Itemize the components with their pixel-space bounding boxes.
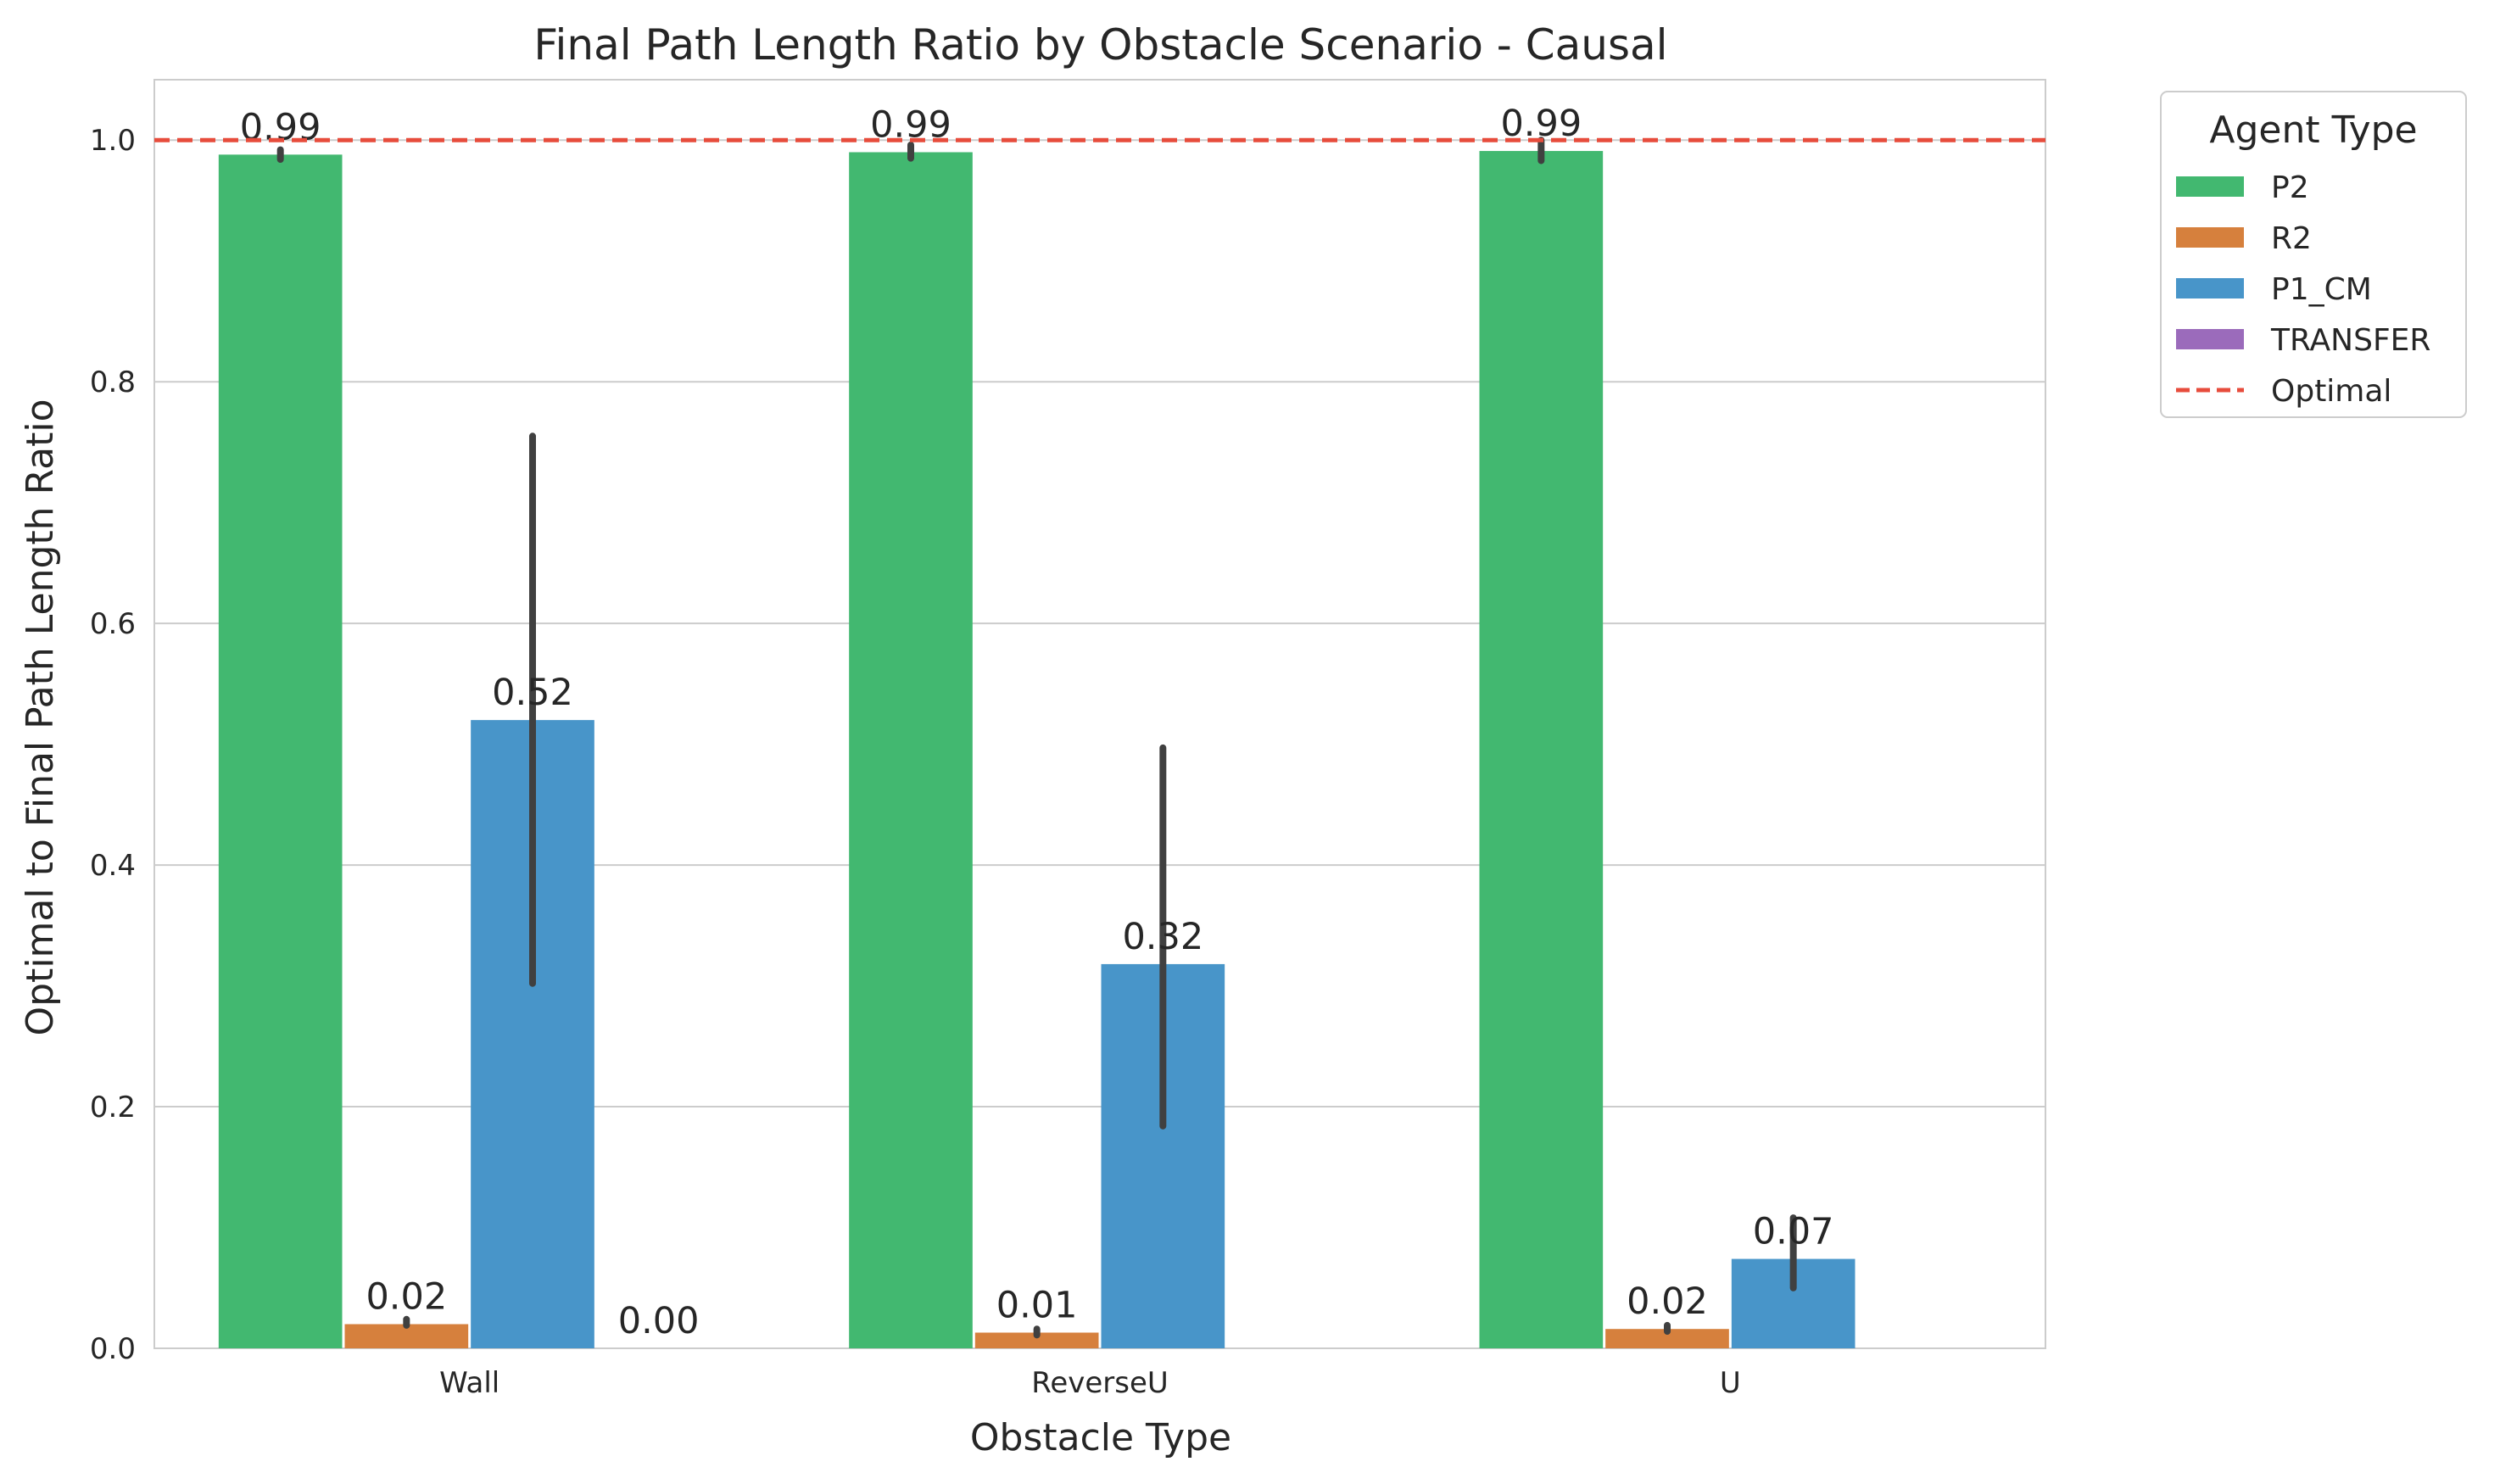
data-label: 0.52 [492,672,573,714]
legend-swatch [2176,278,2244,298]
x-tick-label: Wall [439,1366,499,1400]
legend-swatch [2176,329,2244,349]
y-tick-label: 0.0 [90,1332,136,1366]
legend-label: P2 [2271,170,2309,205]
data-label: 0.07 [1753,1211,1834,1253]
data-label: 0.00 [618,1300,700,1342]
legend-label: TRANSFER [2270,323,2430,358]
bar-p2 [1479,151,1604,1349]
x-tick-label: U [1720,1366,1741,1400]
bar-p2 [218,154,343,1349]
y-tick-label: 0.4 [90,849,136,883]
data-label: 0.99 [1500,103,1582,145]
data-label: 0.99 [240,106,321,148]
plot-frame [153,79,2046,1349]
y-tick-label: 0.8 [90,365,136,399]
y-axis-label: Optimal to Final Path Length Ratio [19,399,62,1036]
bar-r2 [974,1332,1099,1348]
data-label: 0.02 [1627,1280,1708,1323]
legend-label: R2 [2271,221,2312,256]
data-label: 0.02 [366,1276,447,1319]
legend: Agent Type P2 R2 P1_CM TRANSFER Optimal [2160,91,2467,418]
legend-swatch [2176,227,2244,248]
legend-title: Agent Type [2209,109,2417,152]
data-label: 0.01 [996,1284,1078,1326]
x-tick-label: ReverseU [1031,1366,1169,1400]
chart-title: Final Path Length Ratio by Obstacle Scen… [533,20,1667,70]
y-tick-label: 0.6 [90,607,136,641]
data-label: 0.32 [1122,916,1203,958]
legend-swatch [2176,176,2244,197]
legend-label: Optimal [2271,374,2391,409]
legend-label: P1_CM [2271,272,2372,307]
bar-r2 [1605,1329,1729,1348]
y-tick-label: 0.2 [90,1091,136,1124]
plot-area: 0.0 0.2 0.4 0.6 0.8 1.0 Wall 0.99 0.02 0.52 0.00 Re… [90,79,2046,1400]
bar-p2 [849,152,973,1348]
x-axis-label: Obstacle Type [970,1416,1231,1459]
y-tick-label: 1.0 [90,124,136,158]
